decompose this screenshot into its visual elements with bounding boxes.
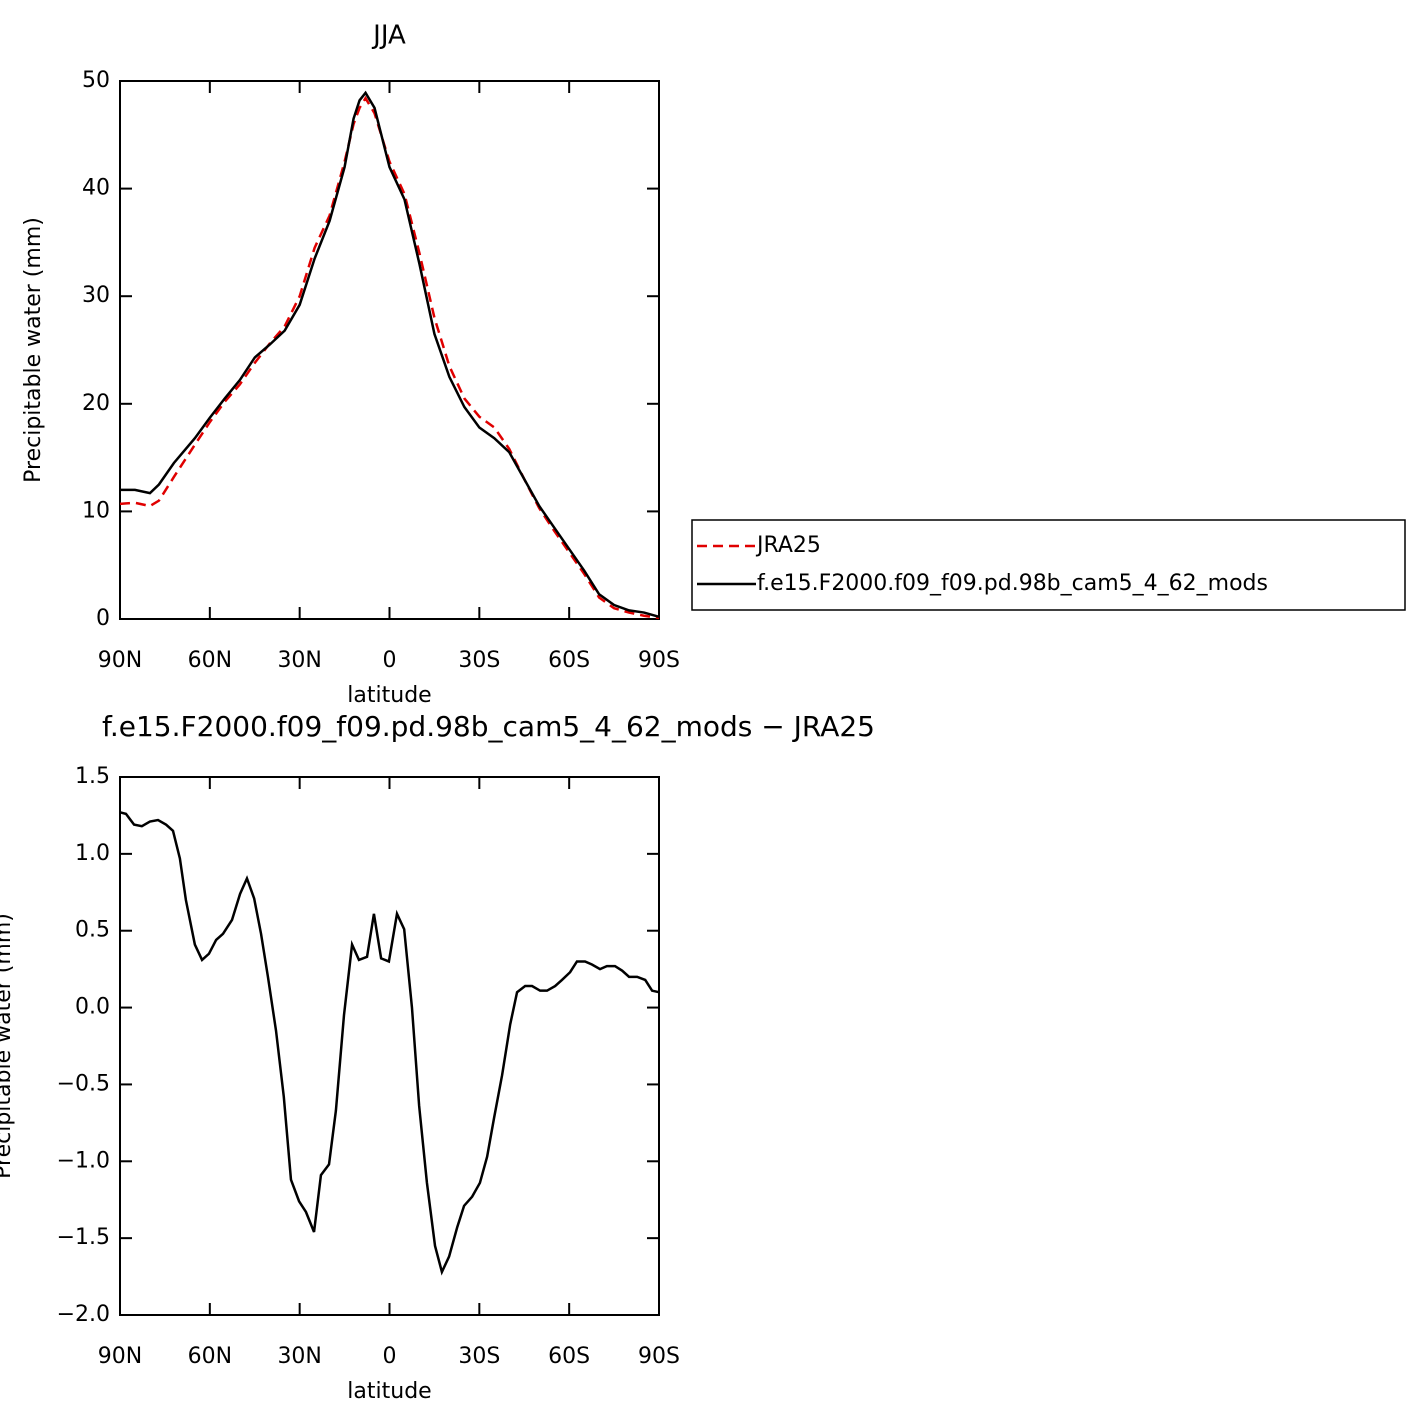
x-tick-label: 30N <box>277 648 321 673</box>
y-tick-label: −0.5 <box>57 1071 110 1096</box>
y-tick-label: 30 <box>82 283 110 308</box>
x-tick-label: 60S <box>548 648 590 673</box>
x-tick-label: 90S <box>638 1344 680 1369</box>
x-tick-label: 30S <box>458 648 500 673</box>
x-tick-label: 60N <box>188 648 232 673</box>
y-tick-label: 0 <box>96 606 110 631</box>
legend-label: JRA25 <box>755 533 821 558</box>
x-tick-label: 90N <box>98 1344 142 1369</box>
y-tick-label: 0.0 <box>75 995 110 1020</box>
x-axis-label: latitude <box>347 683 431 708</box>
y-tick-label: 40 <box>82 176 110 201</box>
x-tick-label: 60S <box>548 1344 590 1369</box>
y-tick-label: −2.0 <box>57 1302 110 1327</box>
legend-box <box>691 519 1406 611</box>
y-tick-label: 10 <box>82 498 110 523</box>
x-tick-label: 30S <box>458 1344 500 1369</box>
y-tick-label: 1.0 <box>75 841 110 866</box>
series-line <box>119 95 660 620</box>
y-tick-label: 50 <box>82 68 110 93</box>
chart-title: JJA <box>371 21 406 51</box>
plot-frame <box>119 776 660 1316</box>
y-axis-label: Precipitable water (mm) <box>0 913 16 1179</box>
y-tick-label: −1.5 <box>57 1225 110 1250</box>
y-axis-label: Precipitable water (mm) <box>21 217 46 483</box>
x-axis-label: latitude <box>347 1379 431 1404</box>
y-tick-label: 20 <box>82 391 110 416</box>
chart-title: f.e15.F2000.f09_f09.pd.98b_cam5_4_62_mod… <box>102 710 875 743</box>
y-tick-label: −1.0 <box>57 1148 110 1173</box>
x-tick-label: 0 <box>383 648 397 673</box>
y-tick-label: 0.5 <box>75 918 110 943</box>
x-tick-label: 90N <box>98 648 142 673</box>
series-line <box>120 90 660 619</box>
x-tick-label: 30N <box>277 1344 321 1369</box>
x-tick-label: 0 <box>383 1344 397 1369</box>
plot-frame <box>119 80 660 620</box>
legend-label: f.e15.F2000.f09_f09.pd.98b_cam5_4_62_mod… <box>757 571 1268 596</box>
y-tick-label: 1.5 <box>75 764 110 789</box>
series-line <box>119 811 660 1276</box>
x-tick-label: 90S <box>638 648 680 673</box>
x-tick-label: 60N <box>188 1344 232 1369</box>
